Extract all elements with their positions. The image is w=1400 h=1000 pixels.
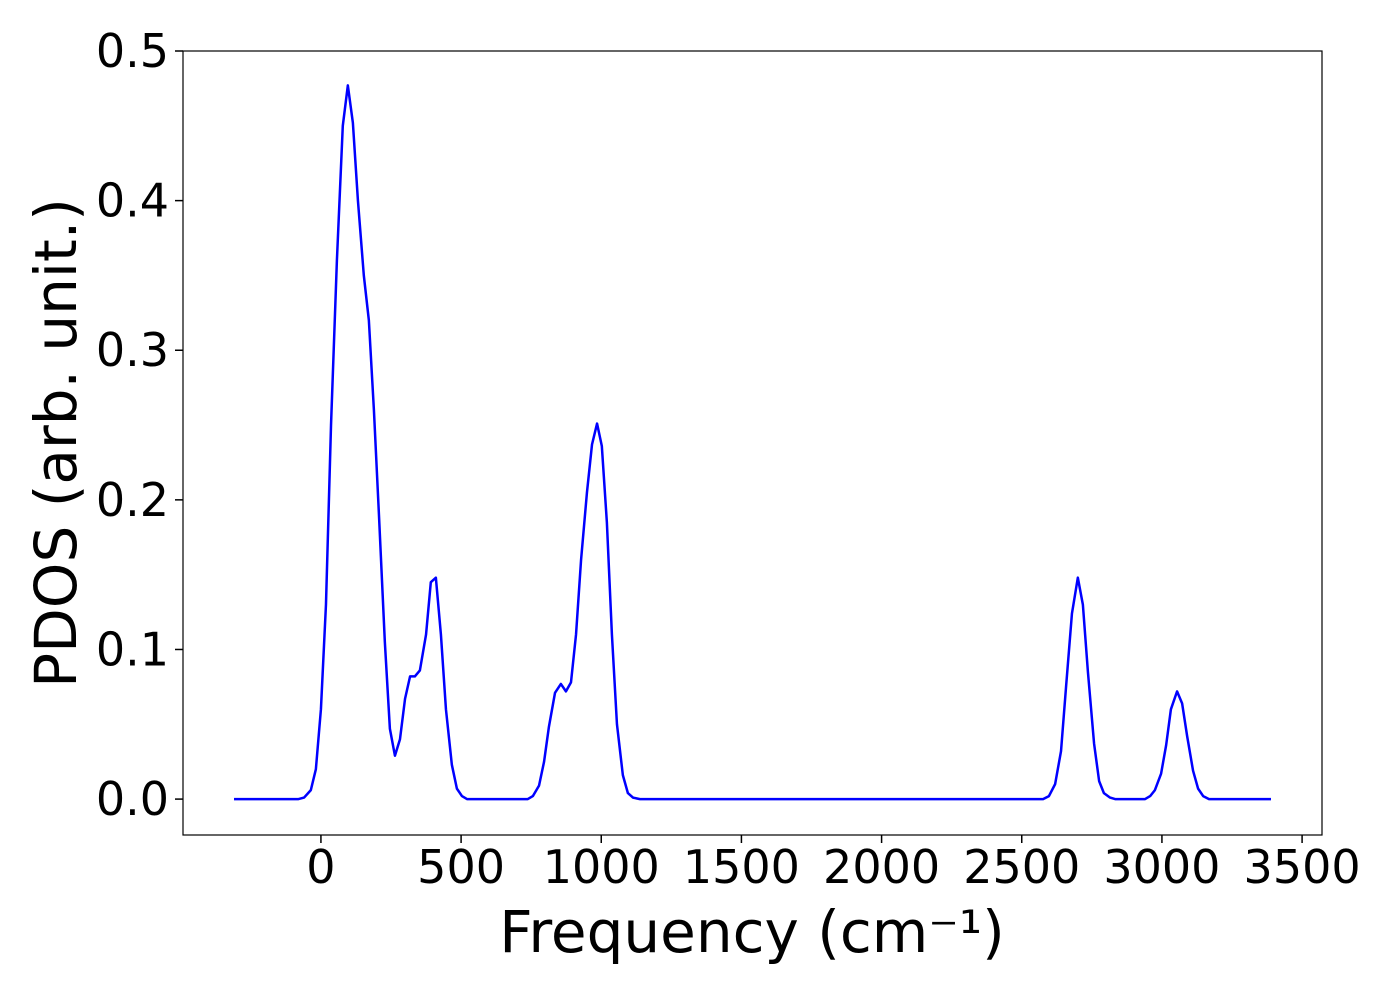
x-tick-label: 1500	[683, 840, 800, 894]
y-tick-label: 0.1	[96, 622, 169, 676]
x-tick-label: 2000	[823, 840, 940, 894]
y-tick-label: 0.4	[96, 174, 169, 228]
x-tick-label: 0	[306, 840, 335, 894]
y-tick-label: 0.5	[96, 24, 169, 78]
data-line	[234, 84, 1271, 801]
x-tick-label: 1000	[543, 840, 660, 894]
x-tick-label: 3000	[1103, 840, 1220, 894]
x-tick-label: 2500	[963, 840, 1080, 894]
y-tick-label: 0.0	[96, 772, 169, 826]
y-tick-label: 0.2	[96, 473, 169, 527]
y-axis-label: PDOS (arb. unit.)	[22, 198, 90, 688]
x-tick-label: 500	[417, 840, 505, 894]
x-tick-label: 3500	[1244, 840, 1361, 894]
y-tick-label: 0.3	[96, 323, 169, 377]
plot-frame	[182, 50, 1323, 836]
x-axis-label: Frequency (cm⁻¹)	[499, 898, 1005, 966]
